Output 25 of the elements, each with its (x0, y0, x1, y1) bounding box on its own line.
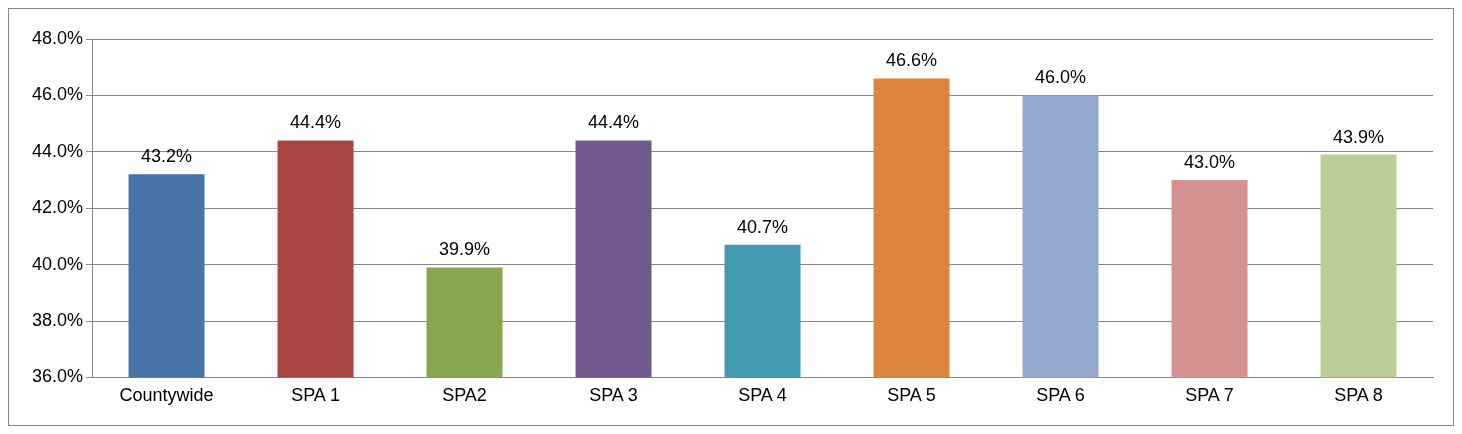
y-tick-label: 44.0% (31, 140, 84, 161)
data-label: 46.0% (1034, 67, 1087, 88)
y-tick-label: 40.0% (31, 253, 84, 274)
data-label: 43.2% (141, 146, 193, 167)
data-label: 44.4% (588, 112, 640, 133)
y-tick-label: 36.0% (31, 366, 84, 387)
x-tick-label: SPA 4 (738, 385, 787, 406)
x-tick-label: Countywide (119, 385, 214, 406)
x-tick-label: SPA 8 (1334, 385, 1383, 406)
data-label: 44.4% (290, 112, 342, 133)
x-tick-label: SPA2 (442, 385, 487, 406)
x-tick-label: SPA 3 (589, 385, 638, 406)
data-label: 43.9% (1332, 126, 1385, 147)
y-tick-label: 46.0% (31, 84, 84, 105)
x-tick-label: SPA 5 (887, 385, 936, 406)
y-tick-label: 48.0% (31, 27, 84, 48)
y-tick-label: 38.0% (31, 309, 84, 330)
data-label: 43.0% (1183, 151, 1236, 172)
data-label: 40.7% (737, 216, 789, 237)
y-tick-label: 42.0% (31, 197, 84, 218)
x-tick-label: SPA 1 (291, 385, 340, 406)
x-tick-label: SPA 6 (1036, 385, 1085, 406)
data-label: 39.9% (439, 239, 491, 260)
x-tick-label: SPA 7 (1185, 385, 1234, 406)
data-label: 46.6% (885, 50, 938, 71)
